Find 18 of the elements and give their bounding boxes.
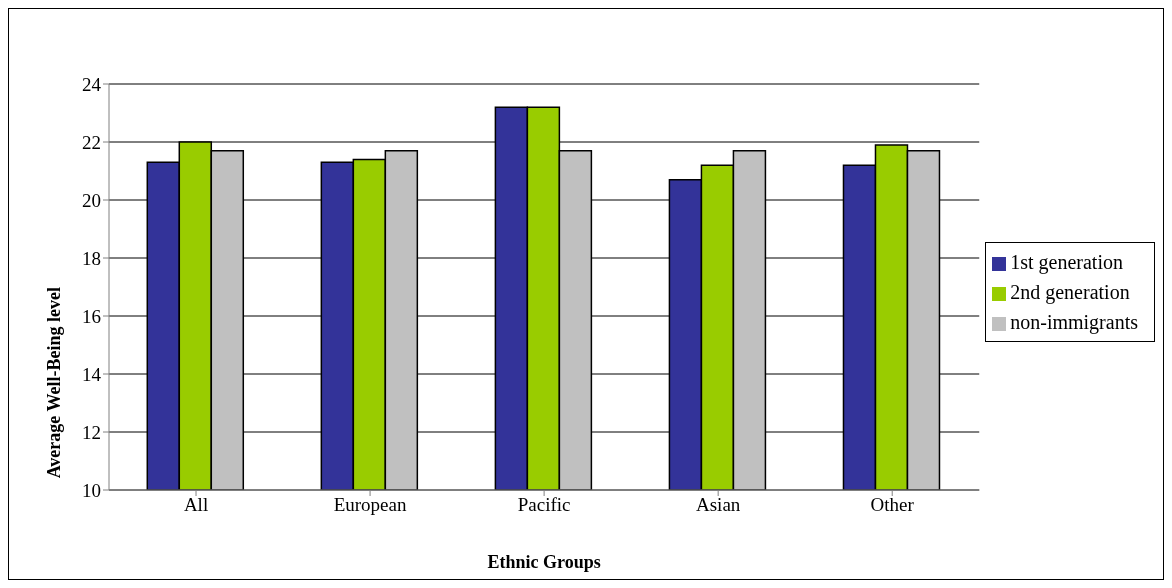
y-tick-label: 12 (82, 421, 101, 443)
y-tick-label: 18 (82, 247, 101, 269)
y-tick-label: 16 (82, 305, 101, 327)
y-tick-label: 14 (82, 363, 102, 385)
y-tick-label: 22 (82, 131, 101, 153)
x-tick-label: Other (870, 494, 915, 516)
y-tick-label: 24 (82, 73, 102, 95)
y-tick-label: 10 (82, 479, 101, 501)
legend-label: 1st generation (1010, 251, 1123, 273)
legend-label: 2nd generation (1010, 281, 1130, 303)
y-tick-label: 20 (82, 189, 101, 211)
x-axis-title: Ethnic Groups (487, 551, 601, 572)
x-tick-label: All (183, 494, 209, 516)
x-tick-label: European (333, 494, 407, 516)
legend-label: non-immigrants (1010, 311, 1138, 333)
x-tick-label: Asian (696, 494, 741, 516)
y-axis-title: Average Well-Being level (44, 287, 65, 479)
x-tick-label: Pacific (517, 494, 571, 516)
